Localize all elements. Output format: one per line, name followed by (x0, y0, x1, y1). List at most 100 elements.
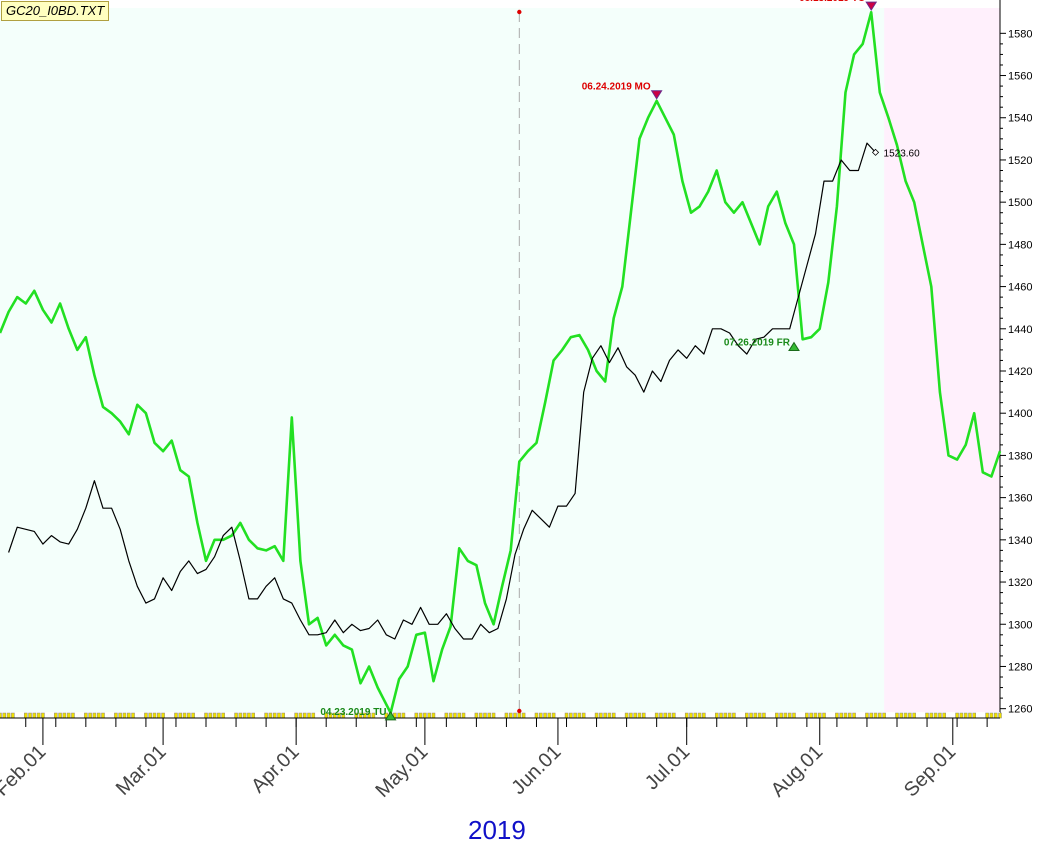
day-strip-mark (972, 712, 976, 719)
file-name-label: GC20_I0BD.TXT (1, 1, 110, 21)
series-line-1 (0, 10, 1002, 715)
day-strip-mark (62, 712, 67, 719)
day-strip-mark (633, 712, 637, 719)
day-strip-mark (993, 712, 998, 719)
day-strip-mark (28, 712, 32, 719)
day-strip-mark (787, 712, 792, 719)
day-strip-mark (0, 712, 2, 719)
day-strip-mark (234, 712, 238, 719)
y-axis-tick-label: 1420 (1008, 366, 1032, 378)
day-strip-mark (783, 712, 788, 719)
day-strip-mark (212, 712, 217, 719)
day-strip-mark (878, 712, 882, 719)
day-strip-mark (144, 712, 148, 719)
day-strip-background (0, 712, 1000, 718)
day-strip-mark (122, 712, 127, 719)
day-strip-mark (92, 712, 97, 719)
x-axis-tick-label: Apr.01 (247, 741, 303, 797)
y-axis-tick-label: 1380 (1008, 450, 1032, 462)
day-strip-mark (629, 712, 633, 719)
trough-marker (384, 710, 397, 721)
day-strip-mark (131, 712, 135, 719)
day-strip-mark (732, 712, 736, 719)
last-value-label: 1523.60 (884, 148, 921, 159)
day-strip-mark (427, 712, 431, 719)
day-strip-mark (461, 712, 466, 719)
day-strip-mark (865, 712, 869, 719)
series-line-2 (8, 142, 876, 640)
day-strip-mark (208, 712, 213, 719)
day-strip-mark (882, 712, 886, 719)
day-strip-mark (779, 712, 783, 719)
day-strip-mark (157, 712, 161, 719)
day-strip-mark (938, 712, 942, 719)
day-strip-mark (663, 712, 667, 719)
day-strip-mark (753, 712, 758, 719)
day-strip-mark (822, 712, 826, 719)
day-strip-mark (642, 712, 646, 719)
y-axis-tick-label: 1460 (1008, 282, 1032, 294)
day-strip-mark (933, 712, 938, 719)
day-strip-mark (848, 712, 852, 719)
day-strip-mark (414, 712, 419, 719)
x-axis-tick-label: Aug.01 (767, 741, 827, 801)
day-strip-mark (543, 712, 547, 719)
day-strip-mark (912, 712, 916, 719)
day-strip-mark (903, 712, 908, 719)
day-strip-mark (32, 712, 37, 719)
vertical-marker-top-dot (517, 9, 522, 15)
day-strip-mark (817, 712, 822, 719)
day-strip-mark (24, 712, 28, 719)
day-strip-mark (809, 712, 813, 719)
day-strip-mark (148, 712, 152, 719)
day-strip-mark (174, 712, 178, 719)
day-strip-mark (749, 712, 753, 719)
day-strip-mark (805, 712, 809, 719)
day-strip-mark (217, 712, 221, 719)
y-axis-tick-label: 1340 (1008, 535, 1032, 547)
y-axis-tick-label: 1500 (1008, 197, 1032, 209)
day-strip-mark (534, 712, 539, 719)
day-strip-mark (989, 712, 994, 719)
trough-label: 04.23.2019 TU (320, 707, 386, 718)
day-strip-mark (423, 712, 427, 719)
day-strip-mark (968, 712, 972, 719)
y-axis-tick-label: 1520 (1008, 155, 1032, 167)
day-strip-mark (925, 712, 929, 719)
day-strip-mark (607, 712, 612, 719)
day-strip-mark (569, 712, 573, 719)
day-strip-mark (702, 712, 706, 719)
day-strip-mark (929, 712, 934, 719)
day-strip-mark (869, 712, 873, 719)
x-axis-tick-label: Sep.01 (900, 741, 960, 801)
day-strip-mark (504, 712, 509, 719)
forecast-region (884, 8, 1000, 715)
day-strip-mark (96, 712, 101, 719)
day-strip-mark (719, 712, 723, 719)
vertical-marker-bottom-dot (517, 708, 522, 714)
day-strip-mark (88, 712, 92, 719)
day-strip-mark (895, 712, 899, 719)
day-strip-mark (191, 712, 195, 719)
day-strip-mark (581, 712, 586, 719)
day-strip-mark (71, 712, 75, 719)
day-strip-mark (508, 712, 513, 719)
day-strip-mark (127, 712, 131, 719)
day-strip-mark (178, 712, 183, 719)
day-strip-mark (611, 712, 616, 719)
y-axis-tick-label: 1260 (1008, 704, 1032, 716)
day-strip-mark (118, 712, 122, 719)
day-strip-mark (839, 712, 843, 719)
day-strip-mark (11, 712, 15, 719)
day-strip-mark (2, 712, 7, 719)
day-strip-mark (659, 712, 663, 719)
day-strip-mark (998, 712, 1002, 719)
x-axis-tick-label: Mar.01 (112, 741, 171, 800)
day-strip-mark (84, 712, 88, 719)
day-strip-mark (835, 712, 839, 719)
day-strip-mark (242, 712, 247, 719)
day-strip-mark (66, 712, 71, 719)
x-axis-tick-label: Feb.01 (0, 741, 50, 801)
day-strip-mark (697, 712, 702, 719)
day-strip-mark (908, 712, 912, 719)
